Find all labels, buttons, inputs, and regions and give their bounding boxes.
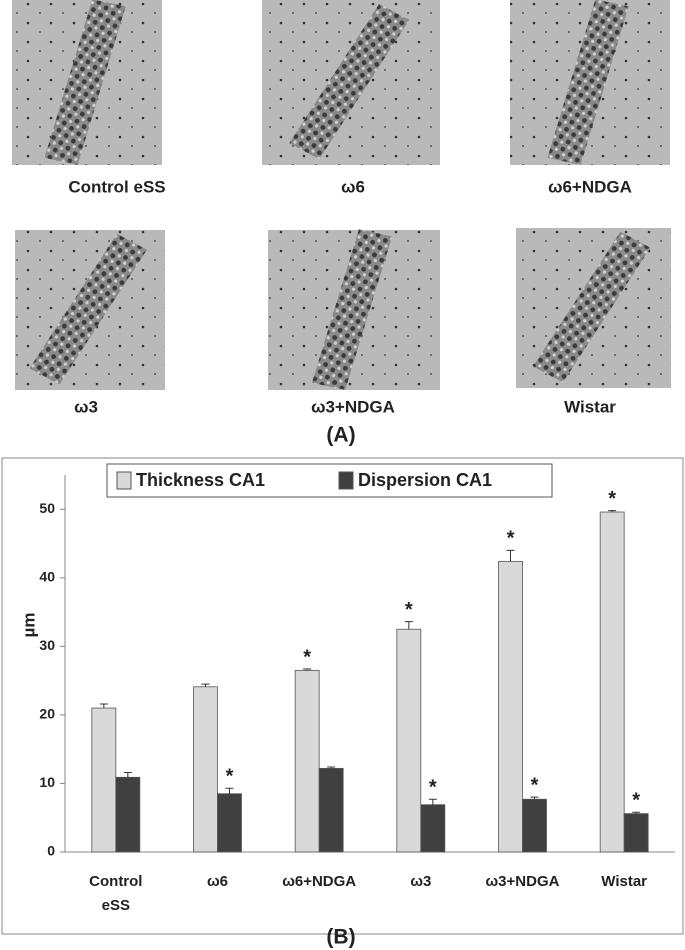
y-tick-label: 40 [39, 569, 55, 585]
y-axis-label: µm [19, 613, 38, 638]
y-tick-label: 10 [39, 774, 55, 790]
panel-label: (A) [326, 424, 355, 447]
x-tick-label: ω3+NDGA [486, 873, 560, 890]
error-bar [608, 510, 617, 513]
x-tick-label: Wistar [601, 873, 647, 890]
significance-mark: * [405, 599, 413, 621]
cell-layer [532, 231, 651, 383]
bar [294, 669, 320, 853]
significance-mark: * [531, 774, 539, 796]
y-tick-label: 30 [39, 637, 55, 653]
cell-layer [44, 0, 126, 165]
significance-mark: * [608, 488, 616, 510]
cell-layer [289, 4, 410, 160]
image-label: Wistar [564, 397, 616, 416]
image-label: ω6+NDGA [548, 177, 632, 196]
significance-mark: * [632, 790, 640, 812]
bar [420, 804, 446, 853]
bar [318, 767, 344, 853]
x-tick-label: ω6 [207, 873, 228, 890]
error-bar [530, 796, 539, 800]
x-tick-label: ω6+NDGA [282, 873, 356, 890]
error-bar [327, 766, 336, 769]
significance-mark: * [507, 528, 515, 550]
error-bar [303, 668, 312, 671]
bar [193, 686, 218, 853]
legend-swatch [116, 471, 132, 490]
error-bar [225, 787, 234, 794]
error-bar [99, 703, 108, 709]
legend-swatch [338, 471, 354, 490]
bar [498, 560, 523, 853]
bar [396, 628, 422, 853]
legend-label: Thickness CA1 [136, 470, 265, 490]
image-label: ω3 [74, 397, 98, 416]
bar [91, 707, 117, 853]
significance-mark: * [226, 766, 234, 788]
bar [115, 776, 141, 853]
bar [522, 798, 547, 853]
error-bar [506, 549, 515, 562]
cell-layer [547, 0, 629, 165]
panel-label: (B) [326, 926, 355, 949]
error-bar [123, 771, 132, 778]
legend [106, 463, 553, 498]
significance-mark: * [429, 777, 437, 799]
image-label: ω6 [341, 177, 365, 196]
x-tick-label: Control eSS [89, 873, 142, 914]
bar [623, 813, 649, 853]
cell-layer [29, 233, 147, 385]
error-bar [428, 798, 437, 805]
y-tick-label: 50 [39, 500, 55, 516]
y-tick-label: 0 [47, 843, 55, 859]
error-bar [632, 811, 641, 814]
bar [599, 511, 625, 853]
image-label: ω3+NDGA [311, 397, 395, 416]
bar [217, 793, 242, 853]
y-tick-label: 20 [39, 706, 55, 722]
legend-label: Dispersion CA1 [358, 470, 492, 490]
x-tick-label: ω3 [410, 873, 431, 890]
error-bar [404, 621, 413, 630]
error-bar [201, 683, 210, 687]
chart-frame [1, 457, 684, 935]
cell-layer [311, 229, 393, 390]
image-label: Control eSS [68, 177, 165, 196]
significance-mark: * [303, 646, 311, 668]
